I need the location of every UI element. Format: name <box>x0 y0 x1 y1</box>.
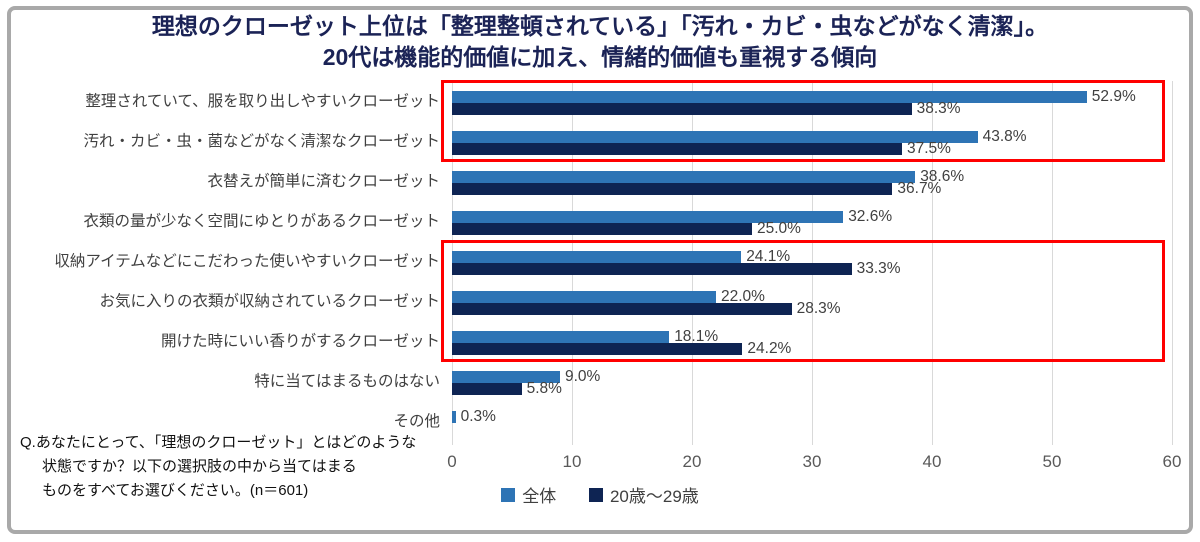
value-label-overall-row2: 38.6% <box>920 168 965 185</box>
value-label-overall-row1: 43.8% <box>982 128 1027 145</box>
legend-swatch-overall <box>501 487 516 502</box>
value-label-20s-row0: 38.3% <box>916 100 961 117</box>
value-label-20s-row3: 25.0% <box>757 220 801 237</box>
x-tick-30: 30 <box>802 452 822 471</box>
category-label-6: 開けた時にいい香りがするクローゼット <box>160 333 440 350</box>
category-label-8: その他 <box>393 413 440 430</box>
chart-title-line1: 理想のクローゼット上位は「整理整頓されている」「汚れ・カビ・虫などがなく清潔」。 <box>151 13 1049 39</box>
category-label-3: 衣類の量が少なく空間にゆとりがあるクローゼット <box>83 213 440 230</box>
highlight-box-2 <box>441 240 1165 362</box>
legend: 全体 20歳〜29歳 <box>0 482 1200 507</box>
legend-swatch-20s <box>588 487 603 502</box>
category-label-4: 収納アイテムなどにこだわった使いやすいクローゼット <box>54 253 440 270</box>
x-tick-20: 20 <box>682 452 702 471</box>
bar-20s-row7 <box>452 383 522 395</box>
bar-20s-row2 <box>452 183 893 195</box>
bar-20s-row4 <box>452 263 852 275</box>
value-label-20s-row7: 5.8% <box>526 380 562 397</box>
bar-overall-row3 <box>452 211 844 223</box>
x-tick-0: 0 <box>447 452 457 471</box>
bar-overall-row1 <box>452 131 978 143</box>
value-label-20s-row6: 24.2% <box>747 340 792 357</box>
legend-label-20s: 20歳〜29歳 <box>609 487 699 506</box>
bar-overall-row4 <box>452 251 742 263</box>
value-label-20s-row2: 36.7% <box>897 180 942 197</box>
x-tick-60: 60 <box>1162 452 1182 471</box>
bar-overall-row6 <box>452 331 670 343</box>
value-label-20s-row4: 33.3% <box>856 260 901 277</box>
legend-item-20s: 20歳〜29歳 <box>588 482 699 507</box>
value-label-overall-row0: 52.9% <box>1091 88 1136 105</box>
chart-title: 理想のクローゼット上位は「整理整頓されている」「汚れ・カビ・虫などがなく清潔」。… <box>0 11 1200 73</box>
survey-question-line1: Q.あなたにとって、「理想のクローゼット」とはどのような <box>20 434 417 451</box>
value-label-overall-row4: 24.1% <box>746 248 791 265</box>
highlight-box-1 <box>441 80 1165 162</box>
bar-20s-row5 <box>452 303 792 315</box>
legend-label-overall: 全体 <box>522 487 557 506</box>
survey-question-line2: 状態ですか？以下の選択肢の中から当てはまる <box>42 458 357 475</box>
survey-question: Q.あなたにとって、「理想のクローゼット」とはどのような 状態ですか？以下の選択… <box>20 431 456 503</box>
bar-20s-row1 <box>452 143 902 155</box>
bar-20s-row3 <box>452 223 752 235</box>
bar-overall-row5 <box>452 291 716 303</box>
category-label-0: 整理されていて、服を取り出しやすいクローゼット <box>85 93 440 110</box>
x-tick-40: 40 <box>922 452 942 471</box>
value-label-overall-row3: 32.6% <box>848 208 893 225</box>
survey-question-line3: ものをすべてお選びください。(n＝601) <box>42 482 309 499</box>
category-label-7: 特に当てはまるものはない <box>254 373 440 390</box>
bar-overall-row7 <box>452 371 560 383</box>
value-label-overall-row5: 22.0% <box>721 288 765 305</box>
value-label-overall-row6: 18.1% <box>674 328 719 345</box>
bar-20s-row0 <box>452 103 912 115</box>
bar-20s-row6 <box>452 343 743 355</box>
x-tick-50: 50 <box>1042 452 1062 471</box>
bar-overall-row2 <box>452 171 916 183</box>
gridline-40 <box>932 81 933 445</box>
category-label-1: 汚れ・カビ・虫・菌などがなく清潔なクローゼット <box>83 133 440 150</box>
chart-title-line2: 20代は機能的価値に加え、情緒的価値も重視する傾向 <box>322 44 878 70</box>
bar-overall-row0 <box>452 91 1087 103</box>
x-tick-10: 10 <box>562 452 582 471</box>
bar-overall-row8 <box>452 411 456 423</box>
value-label-20s-row1: 37.5% <box>907 140 951 157</box>
value-label-overall-row8: 0.3% <box>460 408 496 425</box>
gridline-60 <box>1172 81 1173 445</box>
gridline-50 <box>1052 81 1053 445</box>
value-label-overall-row7: 9.0% <box>565 368 601 385</box>
category-label-2: 衣替えが簡単に済むクローゼット <box>207 173 440 190</box>
category-label-5: お気に入りの衣類が収納されているクローゼット <box>99 293 440 310</box>
legend-item-overall: 全体 <box>501 482 556 507</box>
value-label-20s-row5: 28.3% <box>796 300 841 317</box>
